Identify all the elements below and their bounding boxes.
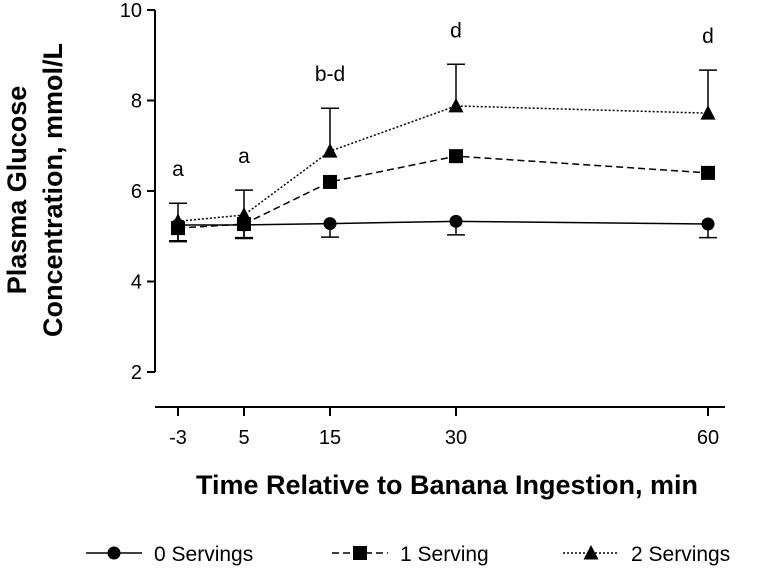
annotations: a a b-d d d bbox=[172, 19, 714, 181]
legend-label: 0 Servings bbox=[154, 543, 253, 566]
data-point bbox=[700, 105, 716, 120]
y-tick-label: 10 bbox=[120, 0, 142, 22]
data-point bbox=[701, 217, 715, 231]
data-point bbox=[701, 165, 715, 180]
series-line bbox=[178, 220, 709, 226]
x-tick-label: 60 bbox=[697, 427, 719, 449]
x-tick-label: 5 bbox=[238, 427, 249, 449]
x-tick-label: 30 bbox=[445, 427, 467, 449]
series-triangle bbox=[169, 63, 717, 228]
y-ticks: 2 4 6 8 10 bbox=[120, 0, 155, 384]
series-line bbox=[177, 105, 709, 223]
series-layer bbox=[169, 63, 717, 243]
y-axis-title-line2: Concentration, mmol/L bbox=[38, 43, 68, 337]
x-ticks: -3 5 15 30 60 bbox=[169, 407, 719, 449]
y-tick-label: 4 bbox=[131, 272, 142, 294]
legend-item: 0 Servings bbox=[86, 543, 253, 566]
legend-marker bbox=[583, 545, 599, 560]
annotation-label: a bbox=[238, 145, 250, 168]
data-point bbox=[170, 213, 186, 228]
data-point bbox=[236, 206, 252, 222]
legend-marker bbox=[353, 546, 367, 560]
data-point bbox=[322, 143, 338, 158]
legend-label: 2 Servings bbox=[631, 543, 730, 566]
data-point bbox=[449, 149, 463, 164]
legend-item: 2 Servings bbox=[563, 543, 730, 566]
data-point bbox=[323, 174, 337, 189]
x-axis-title: Time Relative to Banana Ingestion, min bbox=[196, 470, 698, 500]
y-tick-label: 2 bbox=[131, 362, 142, 384]
x-tick-label: 15 bbox=[319, 427, 341, 449]
legend-item: 1 Serving bbox=[332, 543, 489, 566]
data-point bbox=[449, 214, 463, 228]
annotation-label: d bbox=[450, 19, 462, 42]
legend-label: 1 Serving bbox=[400, 543, 489, 566]
x-tick-label: -3 bbox=[169, 427, 187, 449]
y-tick-label: 8 bbox=[131, 91, 142, 113]
axes bbox=[154, 10, 725, 408]
annotation-label: d bbox=[702, 25, 714, 48]
y-tick-label: 6 bbox=[131, 181, 142, 203]
y-axis-title-line1: Plasma Glucose bbox=[2, 86, 32, 295]
series-line bbox=[177, 155, 709, 229]
series-square bbox=[169, 149, 715, 243]
data-point bbox=[323, 217, 337, 231]
data-point bbox=[448, 97, 464, 113]
legend-marker bbox=[107, 546, 121, 560]
legend: 0 Servings 1 Serving 2 Servings bbox=[86, 543, 730, 566]
annotation-label: a bbox=[172, 158, 184, 181]
annotation-label: b-d bbox=[315, 63, 345, 86]
